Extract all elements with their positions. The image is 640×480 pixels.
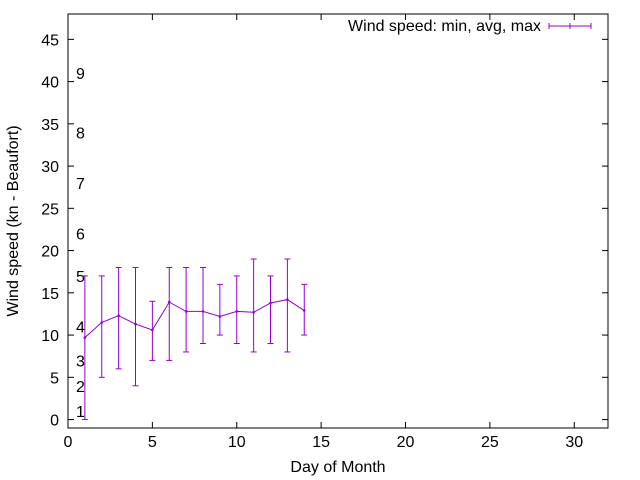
avg-point <box>151 328 154 332</box>
avg-point <box>269 301 272 305</box>
beaufort-labels: 1 2 3 4 5 6 7 8 9 <box>76 66 85 421</box>
x-tick-label: 30 <box>565 434 583 451</box>
avg-point <box>218 315 222 318</box>
avg-point <box>134 322 137 326</box>
avg-line <box>84 299 305 338</box>
plot-frame <box>67 13 609 429</box>
avg-point <box>302 309 306 312</box>
y-axis-label: Wind speed (kn - Beaufort) <box>5 125 22 316</box>
beaufort-label: 9 <box>76 66 85 83</box>
beaufort-label: 2 <box>76 379 85 396</box>
x-tick-label: 0 <box>64 434 73 451</box>
y-tick-label: 30 <box>41 159 59 176</box>
beaufort-label: 3 <box>76 353 85 370</box>
avg-point <box>167 300 171 304</box>
avg-point <box>83 336 87 339</box>
avg-point <box>235 310 239 313</box>
beaufort-label: 8 <box>76 125 85 142</box>
y-tick-label: 20 <box>41 244 59 261</box>
y-tick-label: 40 <box>41 75 59 92</box>
x-tick-label: 15 <box>312 434 330 451</box>
avg-point <box>286 298 289 301</box>
avg-point <box>201 310 205 313</box>
beaufort-label: 6 <box>76 227 85 244</box>
x-axis-ticks: 0 5 10 15 20 25 30 <box>64 14 583 451</box>
beaufort-label: 1 <box>76 404 85 421</box>
y-tick-label: 35 <box>41 117 59 134</box>
y-tick-label: 45 <box>41 32 59 49</box>
x-tick-label: 5 <box>148 434 157 451</box>
avg-point <box>100 321 104 324</box>
avg-point <box>252 310 255 314</box>
x-tick-label: 10 <box>228 434 246 451</box>
legend: Wind speed: min, avg, max <box>348 18 592 35</box>
y-tick-label: 10 <box>41 328 59 345</box>
beaufort-label: 7 <box>76 176 85 193</box>
series-layer <box>81 258 308 421</box>
y-tick-label: 15 <box>41 286 59 303</box>
legend-label: Wind speed: min, avg, max <box>348 18 541 35</box>
beaufort-label: 4 <box>76 320 85 337</box>
beaufort-label: 5 <box>76 269 85 286</box>
x-tick-label: 25 <box>481 434 499 451</box>
avg-point <box>117 314 120 317</box>
y-tick-label: 5 <box>50 370 59 387</box>
avg-point <box>184 310 188 313</box>
x-tick-label: 20 <box>397 434 415 451</box>
x-axis-label: Day of Month <box>290 459 385 476</box>
y-tick-label: 25 <box>41 201 59 218</box>
y-tick-label: 0 <box>50 413 59 430</box>
